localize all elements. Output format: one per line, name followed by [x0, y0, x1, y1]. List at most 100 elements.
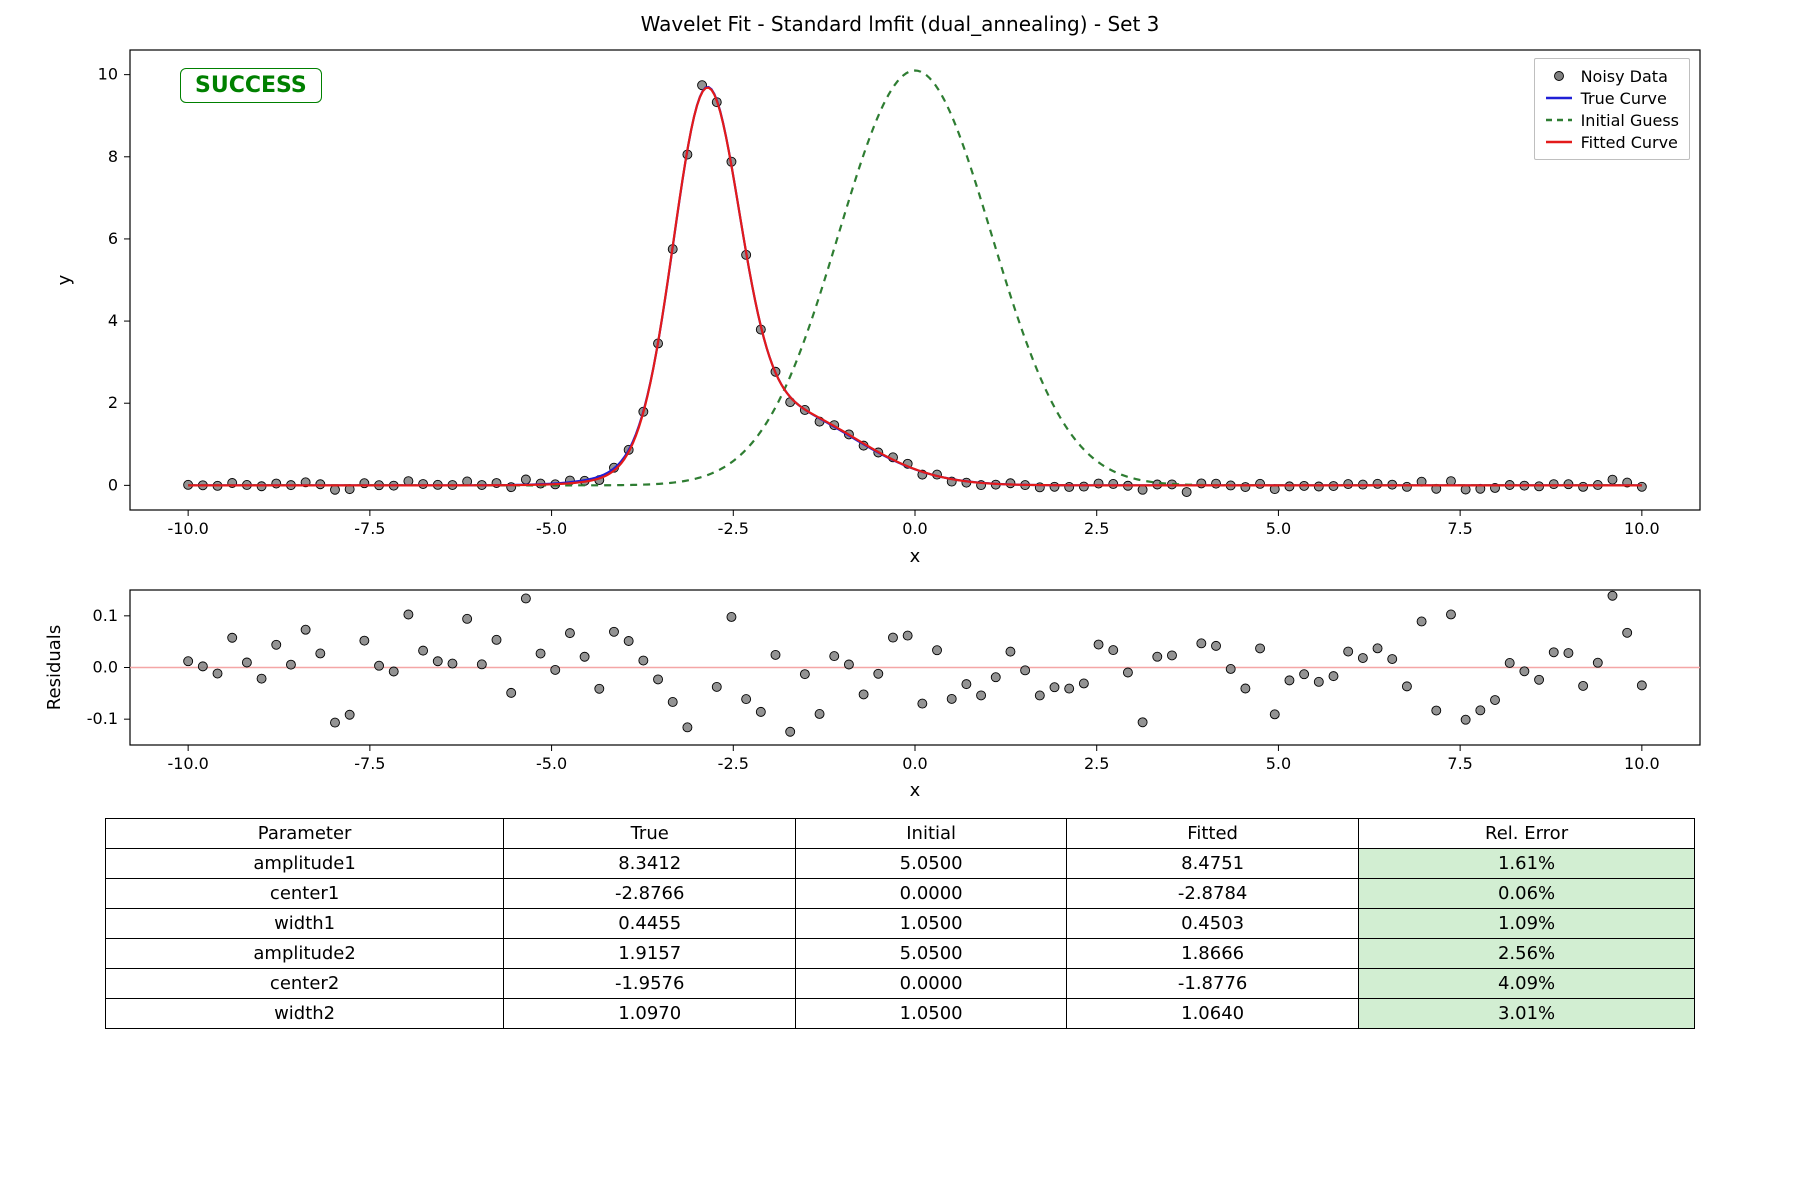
- xtick-label: -7.5: [354, 519, 385, 538]
- residual-point: [1182, 747, 1191, 756]
- residual-point: [1491, 696, 1500, 705]
- table-cell: 1.0500: [796, 999, 1067, 1029]
- residual-point: [1637, 681, 1646, 690]
- figure-title: Wavelet Fit - Standard lmfit (dual_annea…: [0, 0, 1800, 36]
- residual-point: [933, 646, 942, 655]
- legend-item: Initial Guess: [1545, 109, 1679, 131]
- data-point: [1182, 488, 1191, 497]
- figure-container: Wavelet Fit - Standard lmfit (dual_annea…: [0, 0, 1800, 1200]
- table-cell: 3.01%: [1359, 999, 1695, 1029]
- table-row: amplitude21.91575.05001.86662.56%: [106, 939, 1695, 969]
- residual-point: [301, 625, 310, 634]
- data-point: [1138, 485, 1147, 494]
- legend-label: True Curve: [1581, 89, 1667, 108]
- residual-point: [859, 690, 868, 699]
- residual-point: [1461, 715, 1470, 724]
- residual-point: [1079, 679, 1088, 688]
- table-cell: 1.0500: [796, 909, 1067, 939]
- ytick-label: 2: [108, 393, 118, 412]
- table-cell: 1.09%: [1359, 909, 1695, 939]
- residual-point: [1109, 646, 1118, 655]
- data-point: [1373, 479, 1382, 488]
- ytick-label: 10: [98, 65, 118, 84]
- data-point: [1564, 480, 1573, 489]
- ytick-label: 6: [108, 229, 118, 248]
- xtick-label: 0.0: [902, 754, 927, 773]
- residual-point: [477, 660, 486, 669]
- residual-point: [1241, 684, 1250, 693]
- parameters-table: Parameter True Initial Fitted Rel. Error…: [105, 818, 1695, 1029]
- xtick-label: -7.5: [354, 754, 385, 773]
- table-cell: 5.0500: [796, 939, 1067, 969]
- residual-point: [345, 710, 354, 719]
- table-cell: width2: [106, 999, 504, 1029]
- y-axis-label: Residuals: [44, 625, 65, 710]
- residual-point: [888, 633, 897, 642]
- table-row: center2-1.95760.0000-1.87764.09%: [106, 969, 1695, 999]
- legend-label: Initial Guess: [1581, 111, 1679, 130]
- legend-swatch: [1545, 113, 1573, 127]
- xtick-label: -2.5: [718, 519, 749, 538]
- residual-point: [903, 631, 912, 640]
- residual-point: [771, 650, 780, 659]
- residual-point: [272, 640, 281, 649]
- residual-point: [800, 670, 809, 679]
- table-row: width21.09701.05001.06403.01%: [106, 999, 1695, 1029]
- residual-point: [874, 669, 883, 678]
- xtick-label: -10.0: [167, 754, 208, 773]
- table-cell: -1.8776: [1067, 969, 1359, 999]
- residual-point: [1432, 706, 1441, 715]
- residual-point: [1417, 617, 1426, 626]
- residual-point: [1446, 610, 1455, 619]
- legend-label: Noisy Data: [1581, 67, 1668, 86]
- residual-point: [639, 656, 648, 665]
- table-cell: 5.0500: [796, 849, 1067, 879]
- residual-point: [213, 669, 222, 678]
- table-cell: center2: [106, 969, 504, 999]
- table-cell: center1: [106, 879, 504, 909]
- residual-point: [1197, 639, 1206, 648]
- residual-point: [1388, 655, 1397, 664]
- table-cell: 1.8666: [1067, 939, 1359, 969]
- data-point: [521, 475, 530, 484]
- xtick-label: 5.0: [1266, 519, 1291, 538]
- residual-point: [1212, 641, 1221, 650]
- residual-point: [683, 723, 692, 732]
- data-point: [1079, 482, 1088, 491]
- residual-point: [1358, 654, 1367, 663]
- x-axis-label: x: [910, 780, 921, 801]
- residual-point: [419, 646, 428, 655]
- residual-point: [624, 636, 633, 645]
- residual-point: [551, 665, 560, 674]
- legend-swatch: [1545, 135, 1573, 149]
- residual-point: [389, 667, 398, 676]
- table-cell: amplitude2: [106, 939, 504, 969]
- data-point: [1344, 480, 1353, 489]
- residual-point: [228, 633, 237, 642]
- legend-item: True Curve: [1545, 87, 1679, 109]
- residual-point: [1256, 644, 1265, 653]
- residual-point: [1623, 628, 1632, 637]
- xtick-label: 0.0: [902, 519, 927, 538]
- residual-point: [947, 694, 956, 703]
- legend-item: Noisy Data: [1545, 65, 1679, 87]
- table-cell: -2.8766: [504, 879, 796, 909]
- residual-point: [918, 699, 927, 708]
- residual-point: [242, 658, 251, 667]
- residual-point: [1006, 647, 1015, 656]
- residual-point: [786, 727, 795, 736]
- residual-point: [815, 709, 824, 718]
- residual-point: [433, 657, 442, 666]
- table-cell: 8.3412: [504, 849, 796, 879]
- table-cell: 1.0640: [1067, 999, 1359, 1029]
- residual-point: [830, 652, 839, 661]
- residual-point: [668, 697, 677, 706]
- data-point: [1579, 482, 1588, 491]
- th-true: True: [504, 819, 796, 849]
- residual-point: [1021, 666, 1030, 675]
- table-cell: 0.06%: [1359, 879, 1695, 909]
- data-point: [1212, 479, 1221, 488]
- residual-point: [1138, 718, 1147, 727]
- legend-label: Fitted Curve: [1581, 133, 1678, 152]
- residual-point: [521, 594, 530, 603]
